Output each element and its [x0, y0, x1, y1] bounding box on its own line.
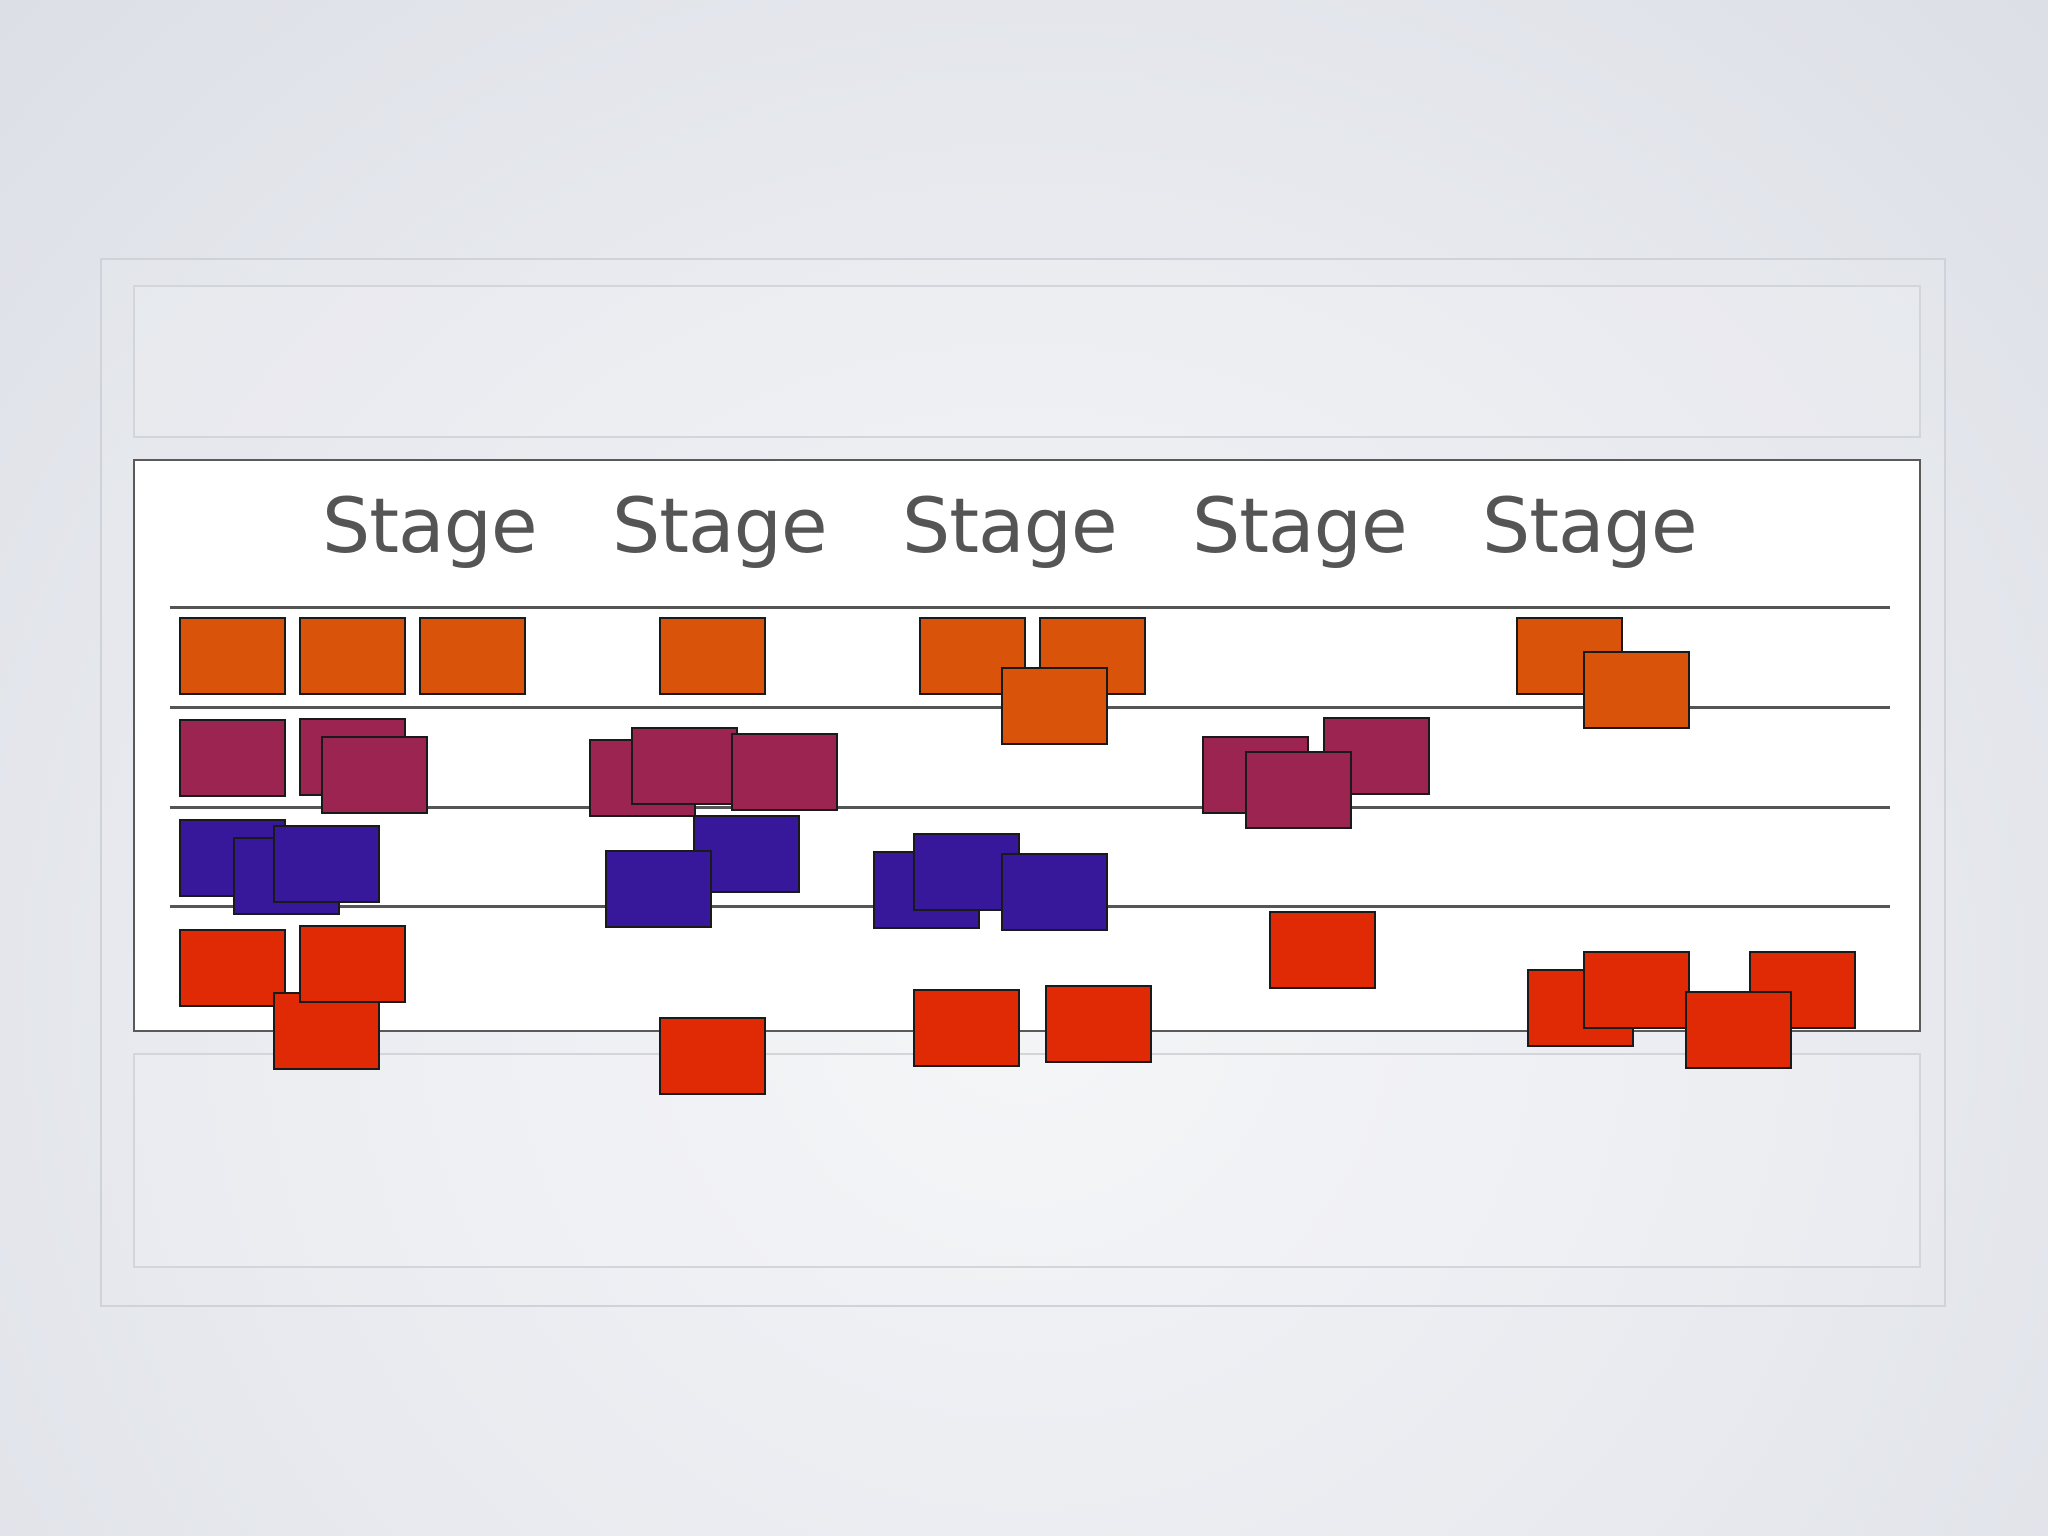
top-panel — [133, 285, 1921, 438]
stage-header-2: Stage — [612, 481, 828, 570]
card-orange[interactable] — [659, 617, 766, 695]
card-magenta[interactable] — [631, 727, 738, 805]
card-orange[interactable] — [179, 617, 286, 695]
stage-header-5: Stage — [1482, 481, 1698, 570]
card-red[interactable] — [273, 992, 380, 1070]
card-red[interactable] — [1045, 985, 1152, 1063]
card-indigo[interactable] — [273, 825, 380, 903]
card-magenta[interactable] — [1245, 751, 1352, 829]
stage-header-4: Stage — [1192, 481, 1408, 570]
card-red[interactable] — [1685, 991, 1792, 1069]
stage-header-1: Stage — [322, 481, 538, 570]
kanban-board — [133, 459, 1921, 1032]
card-magenta[interactable] — [731, 733, 838, 811]
card-indigo[interactable] — [605, 850, 712, 928]
stage-header-3: Stage — [902, 481, 1118, 570]
card-orange[interactable] — [419, 617, 526, 695]
bottom-panel — [133, 1053, 1921, 1268]
card-red[interactable] — [299, 925, 406, 1003]
card-red[interactable] — [659, 1017, 766, 1095]
card-magenta[interactable] — [321, 736, 428, 814]
card-indigo[interactable] — [1001, 853, 1108, 931]
card-orange[interactable] — [1001, 667, 1108, 745]
lane-divider-header — [170, 606, 1890, 609]
card-red[interactable] — [1583, 951, 1690, 1029]
card-orange[interactable] — [1583, 651, 1690, 729]
card-red[interactable] — [913, 989, 1020, 1067]
card-orange[interactable] — [299, 617, 406, 695]
card-red[interactable] — [179, 929, 286, 1007]
lane-divider-2 — [170, 806, 1890, 809]
card-magenta[interactable] — [179, 719, 286, 797]
card-red[interactable] — [1269, 911, 1376, 989]
